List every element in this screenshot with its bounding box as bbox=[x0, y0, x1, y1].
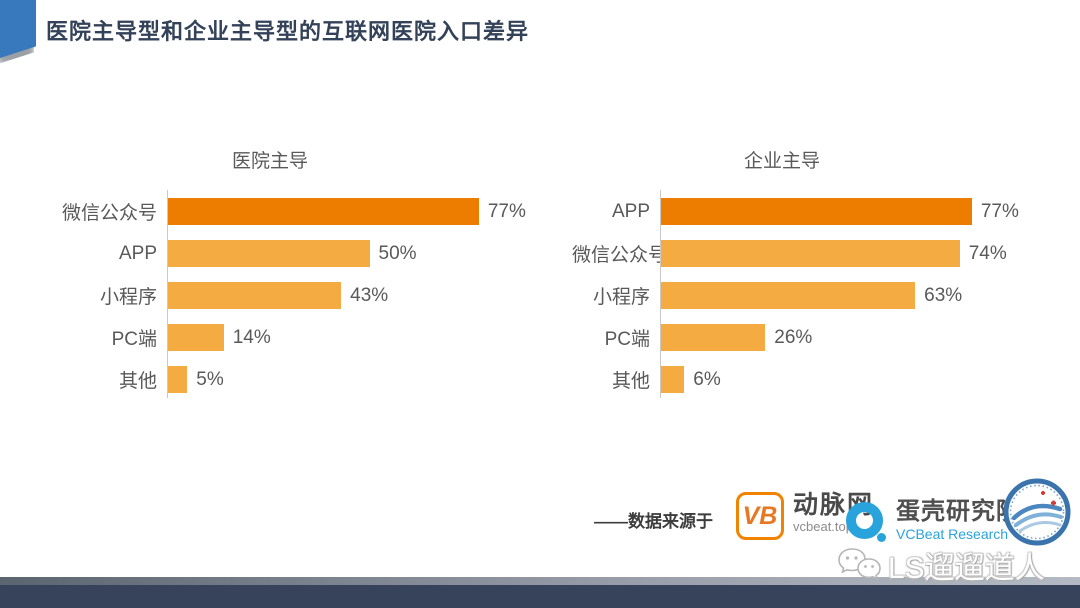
bar bbox=[167, 282, 342, 309]
eggshell-research-logo: 蛋壳研究院 VCBeat Research bbox=[846, 498, 1021, 546]
bar-row: 微信公众号 74% bbox=[572, 240, 1072, 267]
bar bbox=[660, 324, 766, 351]
value-label: 6% bbox=[693, 368, 721, 390]
category-label: 小程序 bbox=[99, 287, 157, 308]
bar-track: 43% bbox=[167, 282, 570, 309]
value-label: 77% bbox=[980, 200, 1019, 222]
page-title: 医院主导型和企业主导型的互联网医院入口差异 bbox=[46, 19, 530, 44]
wechat-icon bbox=[838, 548, 881, 581]
bar-row: 小程序 43% bbox=[55, 282, 570, 309]
category-label: 其他 bbox=[118, 371, 157, 392]
accent-ribbon bbox=[0, 0, 36, 58]
value-label: 14% bbox=[232, 326, 271, 348]
chart-title: 企业主导 bbox=[743, 151, 820, 172]
value-label: 43% bbox=[350, 284, 389, 306]
bar-row: PC端 14% bbox=[55, 324, 570, 351]
enterprise-led-chart: 企业主导 APP 77% 微信公众号 74% 小程序 63% PC端 26% 其他 6% bbox=[572, 148, 1072, 408]
category-label: 小程序 bbox=[592, 287, 650, 308]
y-axis-line bbox=[660, 190, 661, 398]
bar-track: 14% bbox=[167, 324, 570, 351]
bar-rows: APP 77% 微信公众号 74% 小程序 63% PC端 26% 其他 6% bbox=[572, 190, 1072, 398]
hospital-led-chart: 医院主导 微信公众号 77% APP 50% 小程序 43% PC端 14% 其他 5% bbox=[55, 148, 570, 408]
value-label: 74% bbox=[968, 242, 1007, 264]
bar-rows: 微信公众号 77% APP 50% 小程序 43% PC端 14% 其他 5% bbox=[55, 190, 570, 398]
vcbeat-domain: vcbeat.top bbox=[793, 519, 853, 534]
bar-track: 6% bbox=[660, 366, 1072, 393]
bar bbox=[167, 324, 224, 351]
value-label: 26% bbox=[774, 326, 813, 348]
bar bbox=[660, 366, 685, 393]
bar-track: 50% bbox=[167, 240, 570, 267]
watermark: LS遛遛道人 bbox=[838, 543, 1045, 587]
bar-track: 26% bbox=[660, 324, 1072, 351]
category-label: 微信公众号 bbox=[572, 245, 668, 266]
category-label: APP bbox=[118, 242, 157, 264]
association-badge-icon bbox=[1003, 478, 1071, 546]
category-label: APP bbox=[611, 200, 650, 222]
category-label: 微信公众号 bbox=[61, 203, 157, 224]
bar bbox=[167, 366, 188, 393]
footer-navy-bar bbox=[0, 585, 1080, 608]
footer-gradient-strip bbox=[0, 577, 1080, 585]
bar-row: 小程序 63% bbox=[572, 282, 1072, 309]
bar-row: PC端 26% bbox=[572, 324, 1072, 351]
eggshell-o-icon bbox=[846, 502, 890, 546]
category-label: 其他 bbox=[611, 371, 650, 392]
y-axis-line bbox=[167, 190, 168, 398]
bar-row: 微信公众号 77% bbox=[55, 198, 570, 225]
category-label: PC端 bbox=[111, 329, 157, 350]
bar-track: 5% bbox=[167, 366, 570, 393]
bar-track: 74% bbox=[660, 240, 1072, 267]
bar bbox=[660, 240, 960, 267]
chart-title: 医院主导 bbox=[231, 151, 308, 172]
eggshell-name: 蛋壳研究院 bbox=[896, 498, 1021, 525]
bar bbox=[660, 198, 972, 225]
eggshell-subtitle: VCBeat Research bbox=[896, 526, 1009, 542]
value-label: 50% bbox=[378, 242, 417, 264]
value-label: 5% bbox=[196, 368, 224, 390]
value-label: 77% bbox=[487, 200, 526, 222]
category-label: PC端 bbox=[604, 329, 650, 350]
bar bbox=[660, 282, 916, 309]
bar-row: 其他 5% bbox=[55, 366, 570, 393]
bar bbox=[167, 198, 479, 225]
vb-monogram-icon: VB bbox=[736, 492, 784, 540]
bar bbox=[167, 240, 370, 267]
bar-track: 77% bbox=[660, 198, 1072, 225]
value-label: 63% bbox=[924, 284, 963, 306]
data-source-label: ——数据来源于 bbox=[594, 512, 713, 531]
bar-row: APP 50% bbox=[55, 240, 570, 267]
watermark-text: LS遛遛道人 bbox=[888, 552, 1045, 585]
bar-row: 其他 6% bbox=[572, 366, 1072, 393]
bar-row: APP 77% bbox=[572, 198, 1072, 225]
bar-track: 77% bbox=[167, 198, 570, 225]
bar-track: 63% bbox=[660, 282, 1072, 309]
